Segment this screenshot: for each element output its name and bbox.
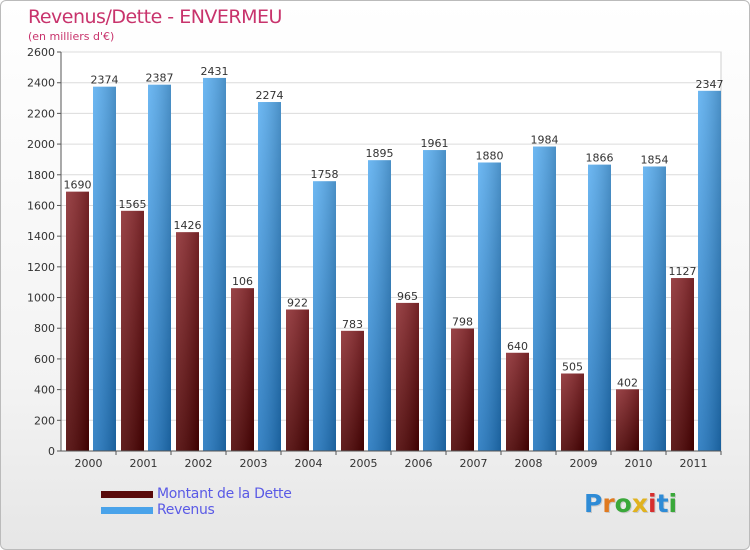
bars-layer [66, 77, 721, 452]
bar-dette-shade-2009 [561, 373, 584, 451]
y-tick-label: 1800 [27, 169, 55, 182]
bar-dette-shade-2000 [66, 191, 89, 451]
legend-swatch-dette [101, 491, 153, 498]
data-label-revenus-2000: 2374 [91, 74, 119, 87]
data-label-dette-2011: 1127 [669, 265, 697, 278]
proxiti-logo: Proxiti [584, 489, 677, 518]
data-label-revenus-2008: 1984 [531, 134, 559, 147]
data-label-revenus-2001: 2387 [146, 72, 174, 85]
data-label-revenus-2005: 1895 [366, 147, 394, 160]
y-tick-label: 1600 [27, 199, 55, 212]
data-label-dette-2005: 783 [342, 318, 363, 331]
data-label-dette-2004: 922 [287, 297, 308, 310]
data-label-dette-2009: 505 [562, 361, 583, 374]
y-tick-label: 0 [48, 445, 55, 458]
bar-revenus-shade-2005 [368, 160, 391, 452]
bar-revenus-shade-2003 [258, 102, 281, 451]
y-tick-label: 1000 [27, 292, 55, 305]
y-tick-label: 2200 [27, 107, 55, 120]
logo-letter: i [668, 489, 678, 518]
x-tick-label: 2011 [680, 457, 708, 470]
data-label-dette-2007: 798 [452, 316, 473, 329]
x-tick-label: 2010 [625, 457, 653, 470]
bar-dette-shade-2002 [176, 232, 199, 451]
logo-letter: t [656, 489, 669, 518]
data-label-dette-2010: 402 [617, 376, 638, 389]
data-label-revenus-2011: 2347 [696, 78, 724, 91]
x-tick-label: 2008 [515, 457, 543, 470]
x-tick-label: 2001 [130, 457, 158, 470]
y-tick-label: 600 [34, 353, 55, 366]
logo-letter: o [614, 489, 632, 518]
data-label-revenus-2006: 1961 [421, 137, 449, 150]
bar-revenus-shade-2001 [148, 84, 171, 451]
chart-title: Revenus/Dette - ENVERMEU [28, 6, 282, 28]
bar-revenus-shade-2000 [93, 86, 116, 451]
x-tick-label: 2006 [405, 457, 433, 470]
bar-dette-shade-2008 [506, 352, 529, 451]
data-label-revenus-2003: 2274 [256, 89, 284, 102]
y-tick-label: 400 [34, 384, 55, 397]
bar-revenus-shade-2011 [698, 90, 721, 451]
bar-dette-shade-2007 [451, 328, 474, 451]
x-tick-label: 2003 [240, 457, 268, 470]
y-tick-label: 1400 [27, 230, 55, 243]
y-tick-label: 2600 [27, 46, 55, 59]
data-label-dette-2008: 640 [507, 340, 528, 353]
data-label-revenus-2004: 1758 [311, 168, 339, 181]
bar-revenus-shade-2002 [203, 77, 226, 451]
bar-dette-shade-2003 [231, 288, 254, 451]
data-label-dette-2003: 106 [232, 275, 253, 288]
logo-letter: r [602, 489, 615, 518]
data-label-dette-2006: 965 [397, 290, 418, 303]
bar-dette-shade-2004 [286, 309, 309, 451]
x-tick-label: 2000 [75, 457, 103, 470]
y-tick-label: 200 [34, 414, 55, 427]
bar-revenus-shade-2007 [478, 162, 501, 451]
bar-dette-shade-2005 [341, 330, 364, 451]
legend-label-revenus: Revenus [157, 502, 215, 518]
x-tick-label: 2005 [350, 457, 378, 470]
bar-dette-shade-2011 [671, 278, 694, 451]
y-tick-label: 2000 [27, 138, 55, 151]
bar-dette-shade-2010 [616, 389, 639, 451]
data-label-revenus-2002: 2431 [201, 65, 229, 78]
data-label-revenus-2010: 1854 [641, 153, 669, 166]
y-tick-label: 1200 [27, 261, 55, 274]
data-label-dette-2000: 1690 [64, 179, 92, 192]
labels-layer: 1690 2374 1565 2387 1426 2431 106 2274 922 1758 78… [64, 65, 724, 389]
bar-revenus-shade-2010 [643, 166, 666, 452]
y-tick-label: 2400 [27, 77, 55, 90]
logo-letter: x [631, 489, 648, 518]
x-tick-label: 2009 [570, 457, 598, 470]
legend-label-dette: Montant de la Dette [157, 486, 292, 502]
data-label-dette-2002: 1426 [174, 219, 202, 232]
bar-revenus-shade-2009 [588, 164, 611, 452]
y-tick-label: 800 [34, 322, 55, 335]
logo-letter: i [648, 489, 657, 518]
legend-swatch-revenus [101, 507, 153, 514]
chart-subtitle: (en milliers d'€) [28, 30, 115, 43]
bar-revenus-shade-2004 [313, 181, 336, 452]
bar-dette-shade-2001 [121, 210, 144, 451]
bar-dette-shade-2006 [396, 302, 419, 451]
bar-revenus-shade-2006 [423, 150, 446, 451]
data-label-revenus-2007: 1880 [476, 149, 504, 162]
x-tick-label: 2002 [185, 457, 213, 470]
logo-letter: P [584, 489, 603, 518]
data-label-dette-2001: 1565 [119, 198, 147, 211]
x-tick-label: 2007 [460, 457, 488, 470]
bar-revenus-shade-2008 [533, 146, 556, 452]
data-label-revenus-2009: 1866 [586, 152, 614, 165]
x-tick-label: 2004 [295, 457, 323, 470]
axis-layer: 0 200 400 600 800 1000 1200 1400 1600 1800 2000 220… [27, 46, 722, 470]
